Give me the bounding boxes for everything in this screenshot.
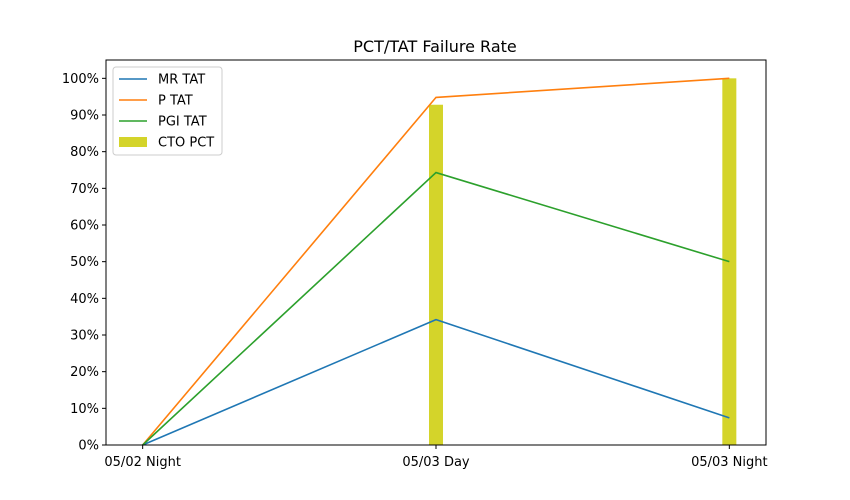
- legend-label: CTO PCT: [158, 136, 214, 151]
- y-tick-label: 80%: [70, 145, 99, 160]
- y-tick-label: 30%: [70, 329, 99, 344]
- x-tick-label: 05/03 Day: [402, 455, 470, 470]
- y-tick-label: 50%: [70, 255, 99, 270]
- y-tick-label: 20%: [70, 365, 99, 380]
- y-tick-label: 60%: [70, 219, 99, 234]
- legend-box: [112, 66, 223, 156]
- bar-layer: [429, 78, 737, 445]
- line-pgi-tat: [142, 171, 730, 446]
- bar-cto-pct-1: [429, 104, 443, 445]
- y-tick-label: 40%: [70, 292, 99, 307]
- line-mr-tat: [142, 318, 730, 446]
- legend-label: PGI TAT: [158, 115, 207, 130]
- y-tick-label: 0%: [78, 439, 99, 454]
- x-tick-label: 05/03 Night: [691, 455, 768, 470]
- x-axis: 05/02 Night 05/03 Day 05/03 Night: [104, 445, 768, 470]
- chart-title: PCT/TAT Failure Rate: [353, 37, 517, 56]
- x-tick-label: 05/02 Night: [104, 455, 181, 470]
- y-axis: 0% 10% 20% 30% 40% 50% 60% 70% 80% 90% 100%: [62, 72, 106, 454]
- line-layer: [142, 77, 730, 446]
- legend-label: MR TAT: [158, 73, 205, 88]
- legend-label: P TAT: [158, 94, 193, 109]
- line-p-tat: [142, 77, 730, 446]
- y-tick-label: 70%: [70, 182, 99, 197]
- y-tick-label: 90%: [70, 109, 99, 124]
- legend: MR TAT P TAT PGI TAT CTO PCT: [112, 66, 223, 156]
- legend-swatch: [119, 137, 147, 147]
- y-tick-label: 10%: [70, 402, 99, 417]
- y-tick-label: 100%: [62, 72, 99, 87]
